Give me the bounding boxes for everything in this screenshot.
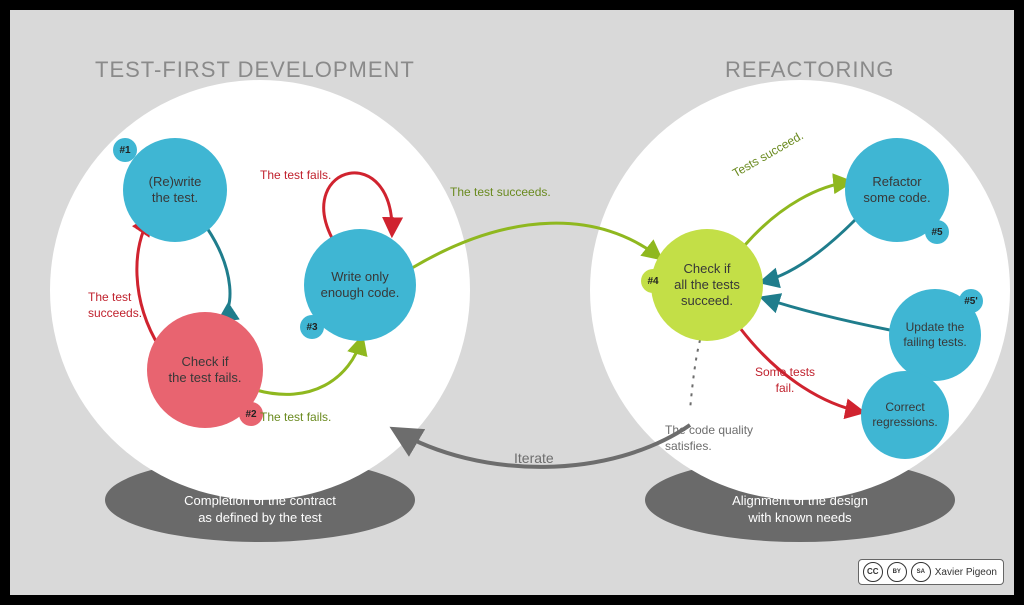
node-number-3: #3 [300, 315, 324, 339]
node-text: Refactor [872, 174, 921, 189]
label-test-fails-green: The test fails. [260, 410, 331, 426]
node-correct-regressions: Correct regressions. [861, 371, 949, 459]
edge-quality-dotted [690, 340, 700, 410]
node-text: Update the [906, 320, 965, 334]
node-rewrite-test: (Re)write the test. [123, 138, 227, 242]
node-text: succeed. [681, 293, 733, 308]
node-text: Check if [182, 354, 229, 369]
heading-right: REFACTORING [725, 57, 895, 83]
node-text: Check if [684, 261, 731, 276]
label-tests-succeed-right: Tests succeed. [730, 128, 807, 181]
edge-n1-n2 [207, 228, 230, 320]
node-check-all-tests: Check if all the tests succeed. [651, 229, 763, 341]
by-icon: BY [887, 562, 907, 582]
node-text: some code. [863, 190, 930, 205]
node-text: the test. [152, 190, 198, 205]
license-badge: CC BY SA Xavier Pigeon [858, 559, 1004, 585]
label-code-quality: The code qualitysatisfies. [665, 423, 753, 454]
cc-icon: CC [863, 562, 883, 582]
focus-left: _focus_ Completion of the contract as de… [130, 476, 390, 527]
diagram-canvas: TEST-FIRST DEVELOPMENT REFACTORING (Re)w… [10, 10, 1014, 595]
label-iterate: Iterate [514, 449, 554, 467]
author-name: Xavier Pigeon [935, 567, 997, 578]
node-text: failing tests. [903, 335, 966, 349]
label-some-tests-fail: Some testsfail. [755, 365, 815, 396]
node-text: the test fails. [169, 370, 242, 385]
node-text: (Re)write [149, 174, 202, 189]
label-test-succeeds-left: The testsucceeds. [88, 290, 142, 321]
label-test-fails-self: The test fails. [260, 168, 331, 184]
edge-n3-n4 [412, 223, 660, 268]
sa-icon: SA [911, 562, 931, 582]
label-test-succeeds-bridge: The test succeeds. [450, 185, 551, 201]
node-number-5: #5 [925, 220, 949, 244]
edge-n4-n5 [745, 182, 850, 245]
edge-n2-n3 [256, 338, 362, 394]
focus-right: _focus_ Alignment of the design with kno… [670, 476, 930, 527]
node-number-1: #1 [113, 138, 137, 162]
node-text: Correct [885, 400, 924, 414]
node-number-4: #4 [641, 269, 665, 293]
node-text: enough code. [321, 285, 400, 300]
node-text: regressions. [872, 415, 937, 429]
heading-left: TEST-FIRST DEVELOPMENT [95, 57, 415, 83]
node-number-5p: #5' [959, 289, 983, 313]
node-text: Write only [331, 269, 389, 284]
node-text: all the tests [674, 277, 740, 292]
edge-n5-n4 [762, 220, 855, 282]
edge-n5p-n4 [763, 298, 890, 330]
